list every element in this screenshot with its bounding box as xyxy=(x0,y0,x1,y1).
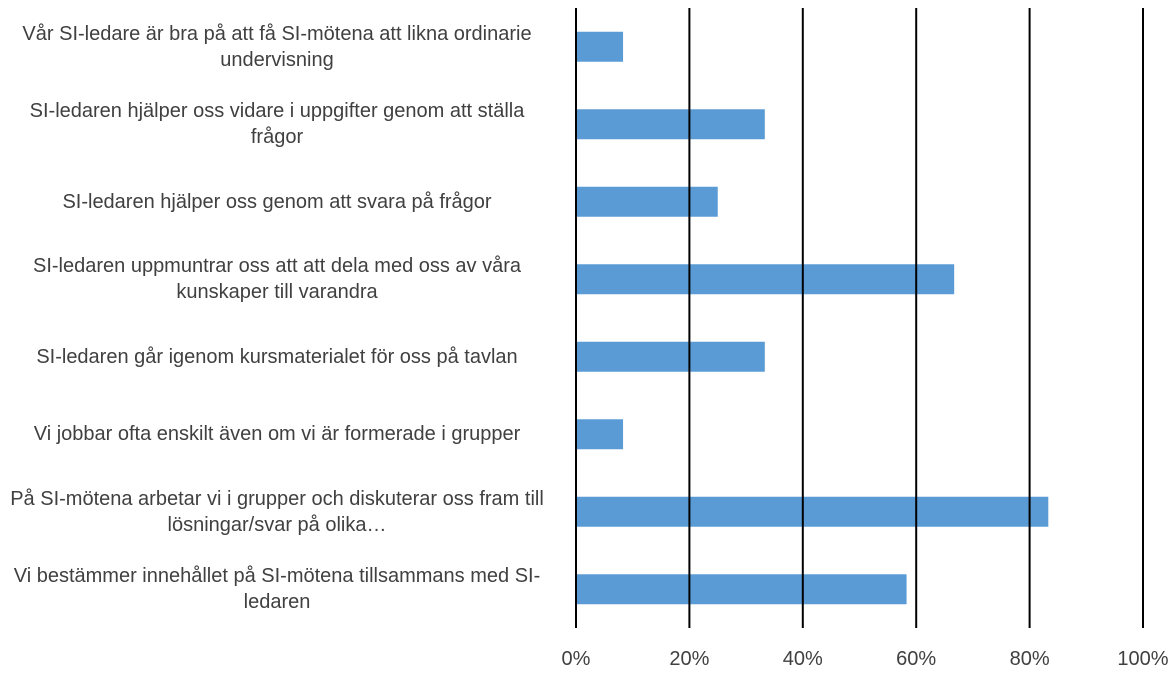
category-label: SI-ledaren uppmuntrar oss att att dela m… xyxy=(32,255,522,304)
category-label: SI-ledaren hjälper oss genom att svara p… xyxy=(62,190,492,213)
x-tick-label: 60% xyxy=(896,648,937,670)
x-tick-label: 20% xyxy=(669,648,710,670)
category-label: Vår SI-ledare är bra på att få SI-mötena… xyxy=(22,22,532,71)
bar xyxy=(576,341,765,372)
bar xyxy=(576,419,624,450)
category-label: SI-ledaren hjälper oss vidare i uppgifte… xyxy=(29,100,525,149)
bar xyxy=(576,31,624,62)
x-tick-label: 100% xyxy=(1117,648,1169,670)
bar xyxy=(576,186,718,217)
bar xyxy=(576,496,1049,527)
bar xyxy=(576,574,907,605)
x-tick-label: 40% xyxy=(782,648,823,670)
bar xyxy=(576,264,955,295)
x-tick-label: 0% xyxy=(561,648,591,670)
category-label: På SI-mötena arbetar vi i grupper och di… xyxy=(10,487,544,536)
category-label: Vi jobbar ofta enskilt även om vi är for… xyxy=(33,423,521,446)
bar xyxy=(576,109,765,140)
category-label: Vi bestämmer innehållet på SI-mötena til… xyxy=(13,565,541,614)
x-tick-label: 80% xyxy=(1009,648,1050,670)
category-label: SI-ledaren går igenom kursmaterialet för… xyxy=(36,345,518,368)
